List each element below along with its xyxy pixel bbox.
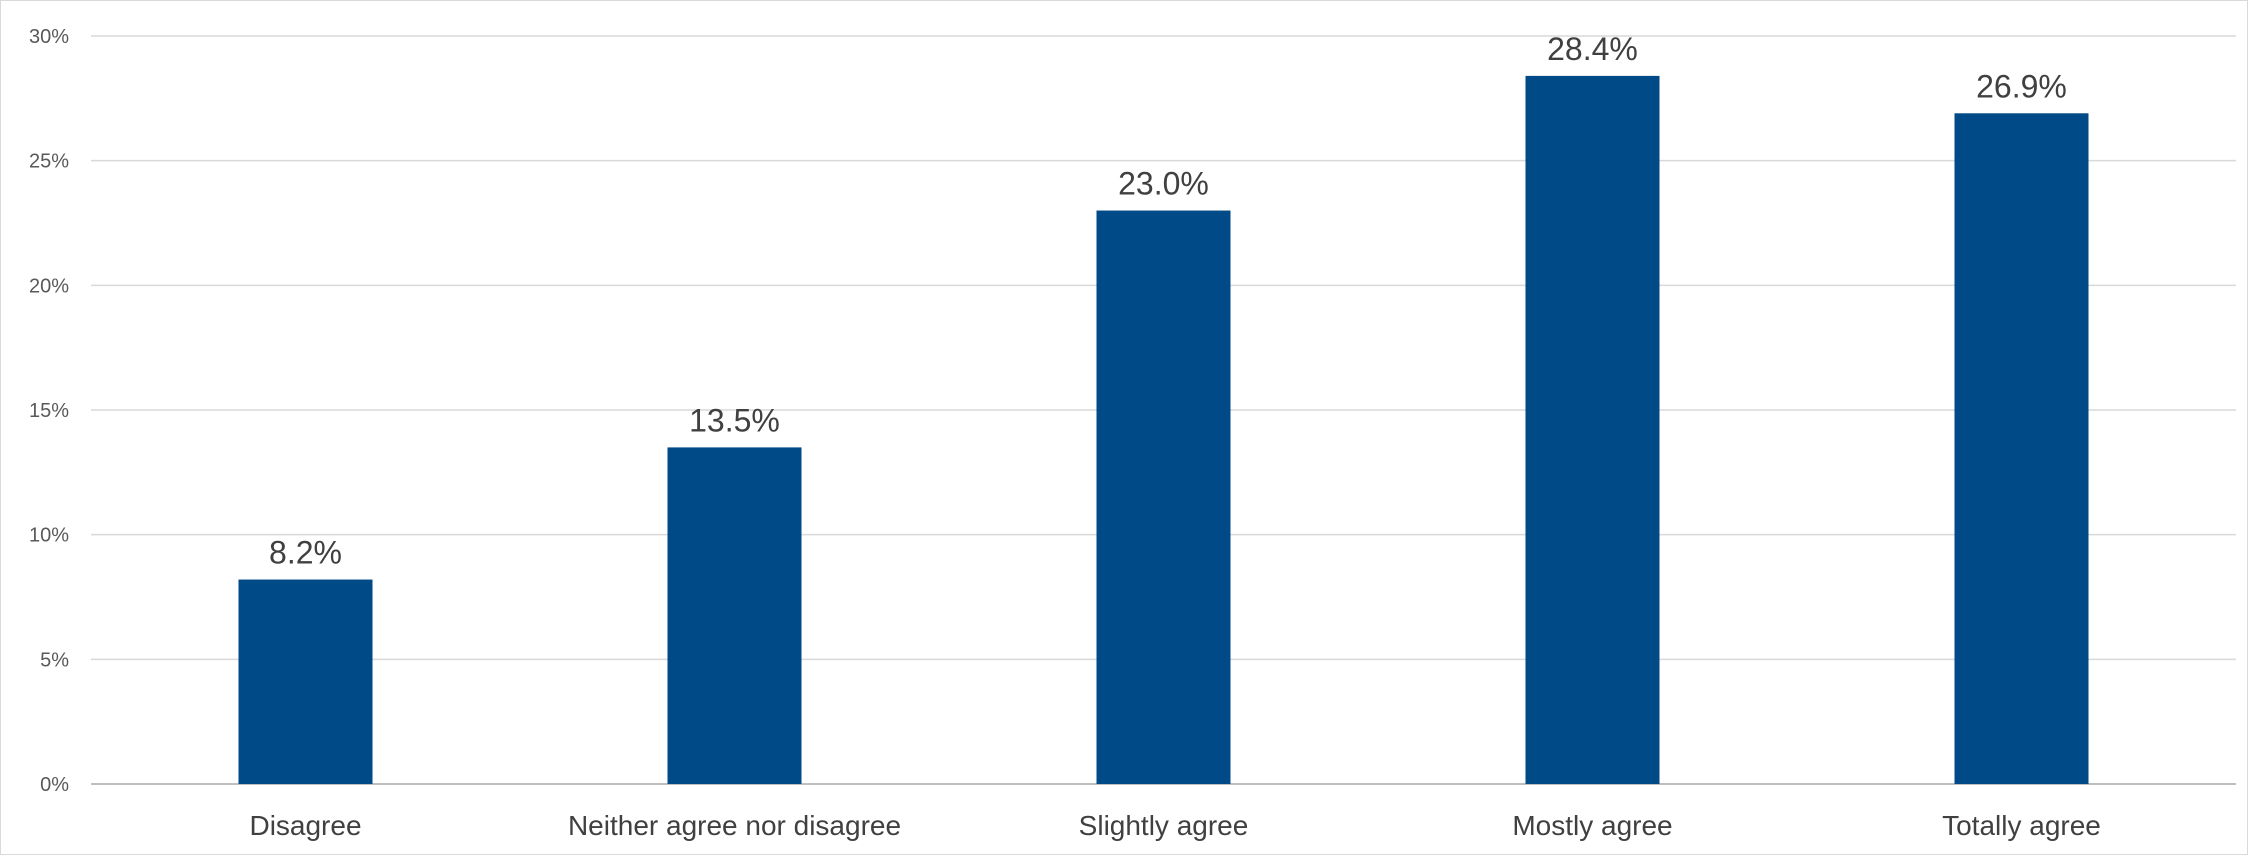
data-label: 13.5% xyxy=(689,402,780,438)
bar xyxy=(1525,75,1660,785)
category-label: Slightly agree xyxy=(1079,810,1249,841)
y-tick-label: 20% xyxy=(29,275,69,297)
y-tick-label: 30% xyxy=(29,26,69,48)
bar xyxy=(667,447,802,784)
bars xyxy=(238,75,2089,785)
category-label: Totally agree xyxy=(1942,810,2101,841)
y-tick-label: 25% xyxy=(29,151,69,173)
x-axis-category-labels: Disagree Neither agree nor disagree Slight… xyxy=(249,810,2100,841)
y-tick-label: 15% xyxy=(29,400,69,422)
y-tick-label: 5% xyxy=(40,649,69,671)
data-label: 26.9% xyxy=(1976,68,2067,104)
y-axis-tick-labels: 0% 5% 10% 15% 20% 25% 30% xyxy=(29,26,69,796)
bar xyxy=(1096,210,1231,785)
data-label: 8.2% xyxy=(269,535,342,571)
y-tick-label: 10% xyxy=(29,525,69,547)
bar xyxy=(1954,113,2089,784)
y-tick-label: 0% xyxy=(40,774,69,796)
data-label: 23.0% xyxy=(1118,166,1209,202)
category-label: Disagree xyxy=(249,810,361,841)
data-label: 28.4% xyxy=(1547,31,1638,67)
data-labels: 8.2% 13.5% 23.0% 28.4% 26.9% xyxy=(269,31,2067,571)
category-label: Mostly agree xyxy=(1512,810,1672,841)
category-label: Neither agree nor disagree xyxy=(568,810,901,841)
bar xyxy=(238,579,373,784)
